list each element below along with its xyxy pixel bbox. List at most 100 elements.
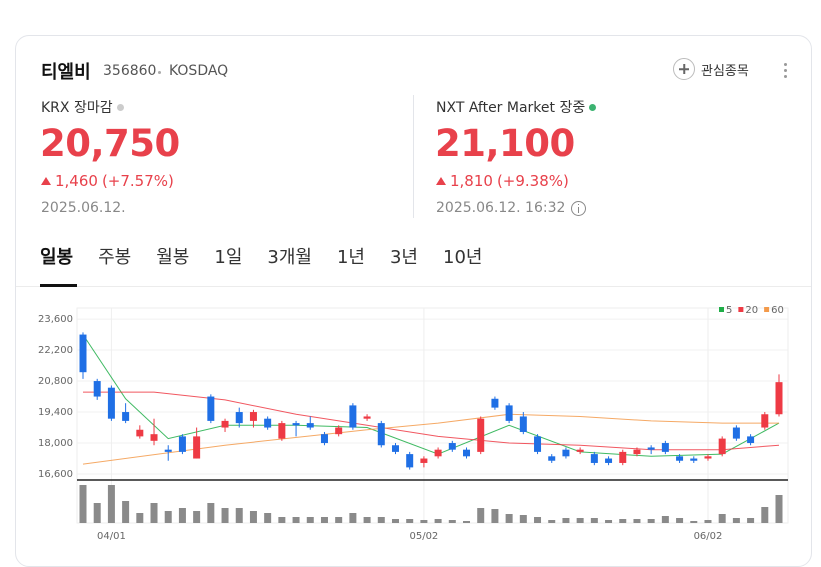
volume-bar (391, 519, 399, 523)
candle-body (747, 436, 755, 444)
volume-bar (335, 517, 343, 523)
volume-bar (619, 519, 627, 523)
price-chart: 16,600 18,000 19,400 20,800 22,200 23,600 04/0… (38, 305, 789, 542)
nxt-date-text: 2025.06.12. 16:32 (436, 200, 566, 216)
legend-label: 5 (726, 305, 732, 316)
nxt-change-pct: (+9.38%) (496, 172, 569, 190)
legend-label: 20 (745, 305, 758, 316)
period-tab[interactable]: 일봉 (40, 247, 74, 268)
candle-body (377, 423, 385, 446)
candle-body (477, 418, 485, 452)
status-dot (589, 104, 597, 111)
volume-bar (178, 508, 186, 523)
more-menu[interactable] (784, 63, 787, 81)
volume-bar (534, 517, 542, 523)
candle-body (264, 418, 272, 428)
volume-bar (79, 485, 87, 523)
volume-bar (278, 517, 286, 523)
krx-date: 2025.06.12. (41, 200, 126, 216)
candle-body (505, 405, 513, 421)
volume-bar (193, 511, 201, 523)
nxt-price: 21,100 (435, 122, 575, 165)
moving-average-line (83, 391, 780, 451)
candle-body (207, 396, 215, 421)
volume-bar (122, 501, 130, 523)
volume-bar (491, 509, 499, 523)
candle-body (193, 436, 201, 459)
candle-body (320, 434, 328, 444)
period-tab[interactable]: 1일 (214, 247, 243, 268)
x-tick-label: 06/02 (694, 531, 723, 542)
plot-frame (76, 307, 789, 524)
x-tick-label: 04/01 (97, 531, 126, 542)
candle-body (576, 449, 584, 452)
nxt-change-value: 1,810 (450, 172, 493, 190)
candle-body (136, 429, 144, 437)
volume-bar (448, 520, 456, 523)
volume-bar (363, 517, 371, 523)
volume-bar (505, 514, 513, 523)
period-tab[interactable]: 주봉 (98, 247, 132, 268)
watch-button[interactable]: 관심종목 (673, 58, 749, 80)
volume-bar (704, 520, 712, 523)
volume-bar (235, 508, 243, 523)
volume-bar (150, 503, 158, 523)
candle-body (491, 398, 499, 408)
volume-bar (420, 520, 428, 523)
period-tab[interactable]: 3년 (389, 247, 418, 268)
period-tab[interactable]: 월봉 (156, 247, 190, 268)
volume-bar (690, 521, 698, 523)
candle-body (79, 334, 87, 373)
krx-change-value: 1,460 (55, 172, 98, 190)
volume-bar (761, 507, 769, 523)
volume-bar (264, 513, 272, 523)
period-tab[interactable]: 10년 (443, 247, 483, 268)
volume-bar (221, 508, 229, 523)
volume-bar (548, 520, 556, 523)
period-tabs: 일봉 주봉 월봉 1일 3개월 1년 3년 10년 (40, 243, 507, 269)
candle-body (619, 451, 627, 463)
legend-swatch (719, 307, 724, 312)
candle-body (122, 412, 130, 421)
candle-body (420, 458, 428, 463)
candle-body (178, 436, 186, 452)
krx-change: 1,460 (+7.57%) (41, 172, 174, 190)
candle-body (676, 456, 684, 461)
volume-bar (590, 518, 598, 523)
period-tab[interactable]: 1년 (336, 247, 365, 268)
nxt-status: NXT After Market 장중 (436, 97, 597, 117)
krx-status: KRX 장마감 (41, 97, 124, 117)
status-dot (116, 104, 124, 111)
y-tick-label: 19,400 (38, 407, 73, 418)
active-tab-indicator (40, 284, 77, 287)
moving-average-line (82, 334, 780, 457)
volume-bar (349, 513, 357, 523)
legend-swatch (738, 307, 744, 312)
volume-bar (519, 515, 527, 523)
period-tab[interactable]: 3개월 (267, 247, 312, 268)
krx-change-pct: (+7.57%) (101, 172, 174, 190)
volume-bar (292, 517, 300, 523)
candle-body (448, 443, 456, 450)
volume-bar (605, 520, 613, 523)
candle-body (221, 420, 229, 428)
candle-body (93, 381, 101, 397)
watch-label[interactable]: 관심종목 (701, 63, 749, 79)
volume-bar (676, 518, 684, 523)
nxt-label: NXT After Market 장중 (436, 100, 586, 116)
y-tick-label: 16,600 (38, 469, 73, 480)
page: 티엘비 356860 KOSDAQ 관심종목 KRX 장마감 20,750 1,… (0, 0, 821, 550)
candle-body (463, 449, 471, 457)
candle-body (434, 449, 442, 457)
volume-bar (633, 519, 641, 523)
volume-bar (320, 517, 328, 523)
nxt-change: 1,810 (+9.38%) (436, 172, 569, 190)
volume-bar (434, 519, 442, 523)
y-tick-label: 18,000 (38, 438, 73, 449)
stock-name: 티엘비 (41, 62, 91, 83)
candle-body (349, 405, 357, 428)
volume-bar (107, 485, 115, 523)
candle-body (164, 449, 172, 452)
krx-date-text: 2025.06.12. (41, 200, 126, 216)
info-icon[interactable] (571, 200, 587, 216)
